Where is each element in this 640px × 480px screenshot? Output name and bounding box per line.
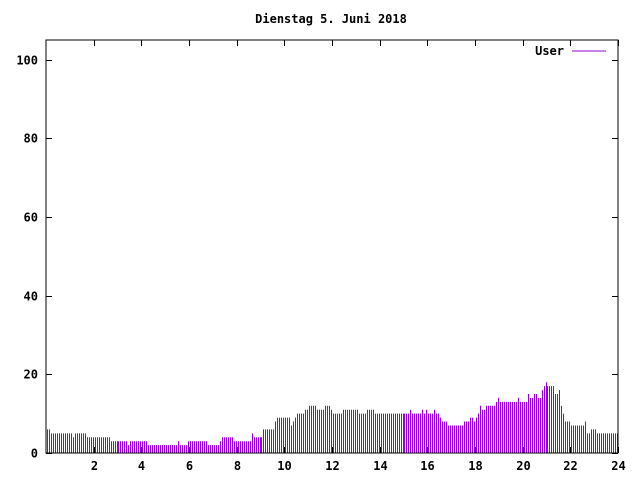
y-tick-label: 100: [16, 54, 38, 68]
x-tick-label: 10: [277, 459, 291, 473]
y-tick-label: 60: [24, 211, 38, 225]
x-tick-label: 2: [91, 459, 98, 473]
legend-label-user: User: [535, 44, 564, 58]
x-tick-label: 20: [516, 459, 530, 473]
y-tick-label: 40: [24, 290, 38, 304]
y-tick-label: 80: [24, 132, 38, 146]
legend: User: [535, 44, 606, 58]
x-tick-label: 14: [373, 459, 387, 473]
x-tick-label: 24: [611, 459, 625, 473]
x-tick-label: 16: [420, 459, 434, 473]
x-tick-label: 18: [468, 459, 482, 473]
x-tick-label: 12: [325, 459, 339, 473]
x-tick-label: 8: [234, 459, 241, 473]
x-tick-label: 22: [563, 459, 577, 473]
x-tick-label: 4: [138, 459, 145, 473]
plot-border: [45, 39, 619, 454]
y-tick-label: 20: [24, 368, 38, 382]
x-tick-label: 6: [186, 459, 193, 473]
chart-title: Dienstag 5. Juni 2018: [255, 12, 407, 26]
y-tick-label: 0: [31, 447, 38, 461]
bars-group: [47, 382, 618, 453]
